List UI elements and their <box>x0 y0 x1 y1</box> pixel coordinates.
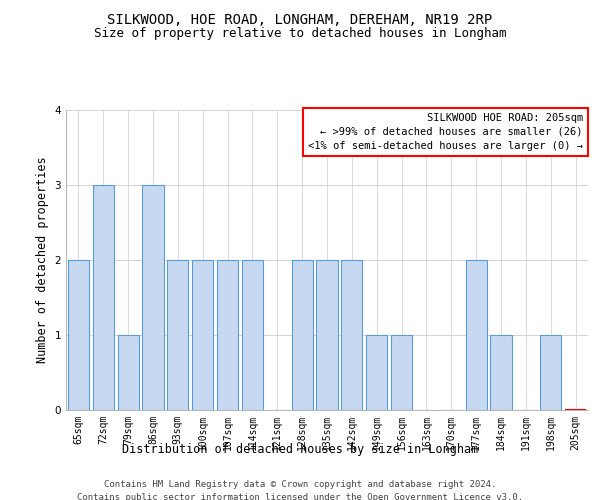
Bar <box>540 335 561 410</box>
Text: Contains HM Land Registry data © Crown copyright and database right 2024.
Contai: Contains HM Land Registry data © Crown c… <box>77 480 523 500</box>
Bar <box>292 260 313 410</box>
Bar <box>316 260 338 410</box>
Bar <box>93 185 114 410</box>
Bar <box>242 260 263 410</box>
Bar <box>490 335 512 410</box>
Bar <box>391 335 412 410</box>
Bar <box>217 260 238 410</box>
Text: SILKWOOD, HOE ROAD, LONGHAM, DEREHAM, NR19 2RP: SILKWOOD, HOE ROAD, LONGHAM, DEREHAM, NR… <box>107 12 493 26</box>
Bar <box>68 260 89 410</box>
Bar <box>118 335 139 410</box>
Text: SILKWOOD HOE ROAD: 205sqm
← >99% of detached houses are smaller (26)
<1% of semi: SILKWOOD HOE ROAD: 205sqm ← >99% of deta… <box>308 113 583 151</box>
Bar <box>167 260 188 410</box>
Bar <box>192 260 213 410</box>
Bar <box>341 260 362 410</box>
Bar <box>366 335 387 410</box>
Bar <box>142 185 164 410</box>
Y-axis label: Number of detached properties: Number of detached properties <box>36 156 49 364</box>
Bar <box>466 260 487 410</box>
Text: Size of property relative to detached houses in Longham: Size of property relative to detached ho… <box>94 28 506 40</box>
Text: Distribution of detached houses by size in Longham: Distribution of detached houses by size … <box>122 442 478 456</box>
